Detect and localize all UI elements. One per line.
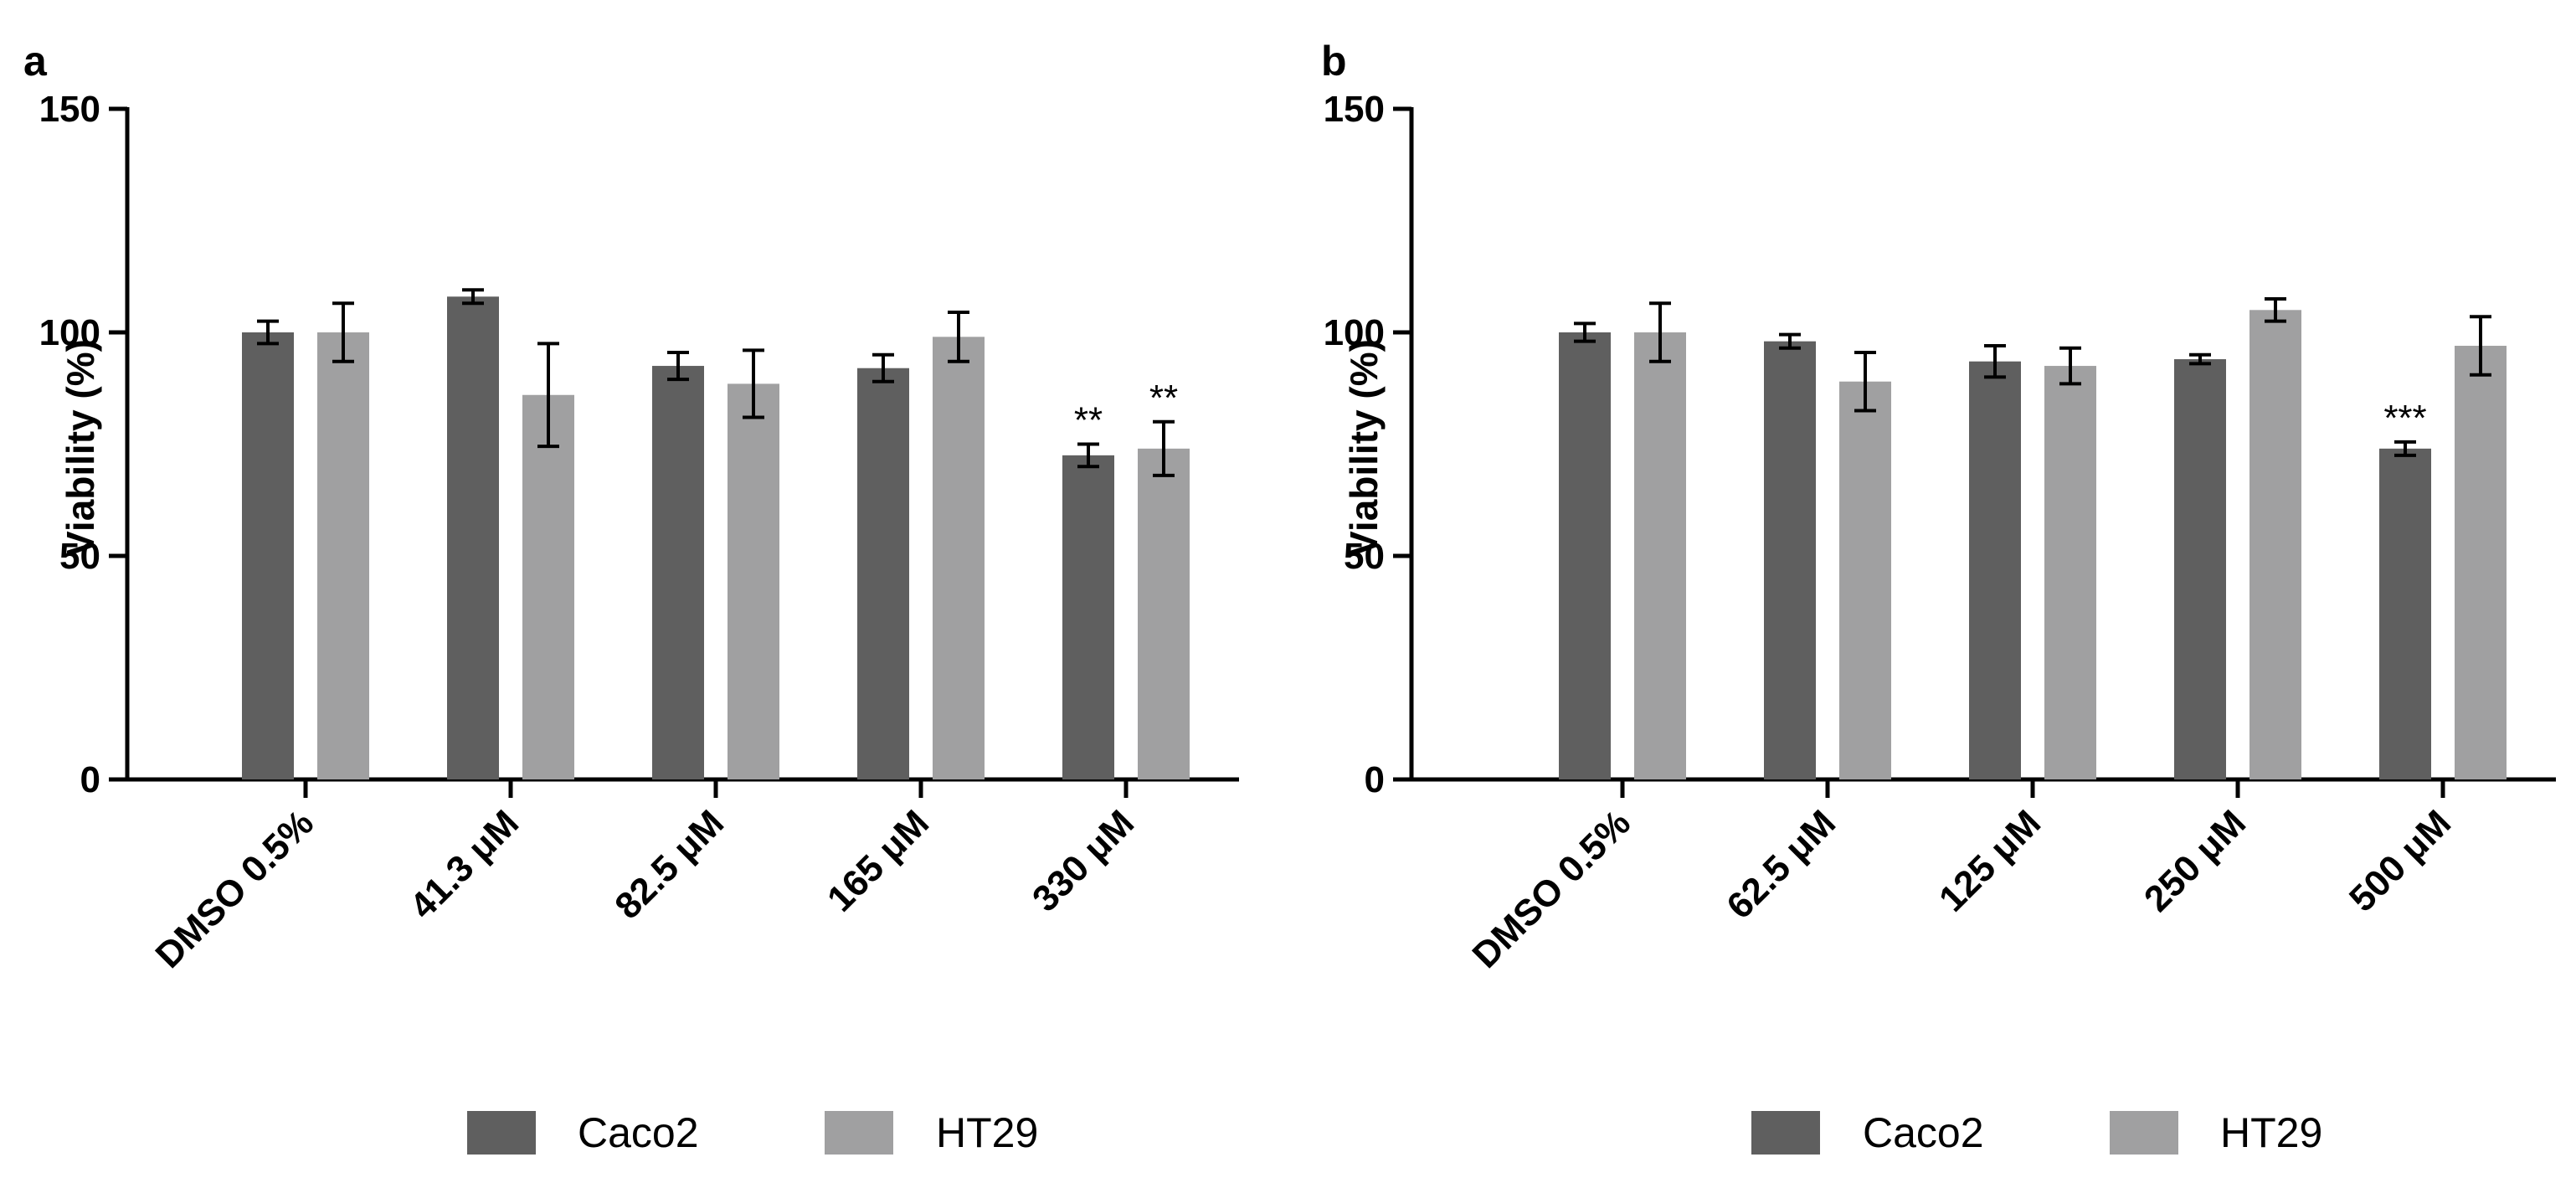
bar-ht29-250-m-b	[2250, 310, 2301, 779]
y-axis-label-a: Viability (%)	[59, 339, 102, 557]
x-tick-label-82-5-m-a: 82.5 μM	[607, 802, 732, 927]
legend-swatch-caco2-a	[467, 1111, 536, 1155]
bar-caco2-41-3-m-a	[447, 296, 499, 779]
y-tick-label-0-b: 0	[1365, 759, 1385, 800]
bar-caco2-330-m-a	[1062, 455, 1114, 779]
error-bar-ht29-62-5-m-b	[1854, 351, 1876, 413]
bar-caco2-125-m-b	[1969, 361, 2021, 779]
significance-caco2-330-m-a: **	[1074, 400, 1103, 441]
y-tick-label-0-a: 0	[80, 759, 100, 800]
error-bar-ht29-125-m-b	[2059, 346, 2081, 386]
y-tick-label-150-b: 150	[1324, 89, 1385, 130]
error-bar-ht29-dmso-0-5-a	[332, 301, 354, 363]
x-tick-label-125-m-b: 125 μM	[1931, 802, 2049, 919]
legend-swatch-caco2-b	[1751, 1111, 1820, 1155]
error-bar-ht29-82-5-m-a	[743, 348, 764, 419]
bar-caco2-250-m-b	[2174, 359, 2226, 779]
y-tick-label-100-b: 100	[1324, 312, 1385, 353]
panel-b: b Viability (%) 0 50 100 150 DMSO 0.5% 62.5 μ…	[1321, 38, 2556, 1156]
error-bar-ht29-165-m-a	[948, 310, 969, 363]
x-tick-label-dmso-0-5-a: DMSO 0.5%	[148, 802, 322, 976]
plot-area-b: 0 50 100 150 DMSO 0.5% 62.5 μM 125 μM 250 μM 500…	[1324, 89, 2556, 976]
error-bar-caco2-dmso-0-5-b	[1574, 321, 1596, 343]
error-bar-caco2-125-m-b	[1984, 344, 2006, 379]
error-bar-ht29-dmso-0-5-b	[1649, 301, 1671, 363]
error-bar-ht29-250-m-b	[2265, 296, 2286, 323]
bar-ht29-62-5-m-b	[1839, 381, 1891, 779]
x-tick-label-330-m-a: 330 μM	[1025, 802, 1142, 919]
error-bar-caco2-330-m-a	[1077, 442, 1099, 469]
bar-caco2-165-m-a	[857, 368, 909, 779]
x-tick-label-250-m-b: 250 μM	[2136, 802, 2254, 919]
legend-b: Caco2 HT29	[1751, 1109, 2322, 1156]
error-bar-ht29-500-m-b	[2470, 315, 2491, 377]
panel-a: a Viability (%) 0 50 100 150 DMSO 0.5% 41.3 μ…	[23, 38, 1239, 1156]
panel-letter-b: b	[1321, 38, 1347, 85]
y-axis-label-b: Viability (%)	[1342, 339, 1386, 557]
plot-area-a: 0 50 100 150 DMSO 0.5% 41.3 μM 82.5 μM 165 μM 33…	[39, 89, 1239, 976]
bar-ht29-165-m-a	[933, 337, 985, 780]
x-tick-label-500-m-b: 500 μM	[2342, 802, 2459, 919]
bar-caco2-500-m-b	[2379, 448, 2431, 779]
panel-letter-a: a	[23, 38, 48, 85]
bar-ht29-41-3-m-a	[522, 394, 574, 779]
legend-label-caco2-a: Caco2	[578, 1109, 699, 1156]
error-bar-caco2-82-5-m-a	[667, 351, 689, 382]
error-bar-caco2-62-5-m-b	[1779, 332, 1801, 350]
x-tick-label-dmso-0-5-b: DMSO 0.5%	[1465, 802, 1639, 976]
error-bar-caco2-dmso-0-5-a	[257, 319, 279, 346]
legend-swatch-ht29-a	[825, 1111, 893, 1155]
y-tick-label-100-a: 100	[39, 312, 100, 353]
bar-caco2-dmso-0-5-a	[242, 332, 294, 779]
error-bar-caco2-41-3-m-a	[462, 288, 484, 306]
legend-swatch-ht29-b	[2110, 1111, 2178, 1155]
bar-caco2-62-5-m-b	[1764, 341, 1816, 779]
bar-caco2-dmso-0-5-b	[1559, 332, 1611, 779]
significance-ht29-330-m-a: **	[1149, 378, 1178, 419]
bar-ht29-330-m-a	[1138, 448, 1190, 779]
legend-label-ht29-a: HT29	[936, 1109, 1038, 1156]
x-tick-label-62-5-m-b: 62.5 μM	[1719, 802, 1843, 927]
error-bar-ht29-330-m-a	[1153, 419, 1175, 477]
bar-ht29-dmso-0-5-b	[1634, 332, 1686, 779]
legend-label-ht29-b: HT29	[2220, 1109, 2322, 1156]
error-bar-ht29-41-3-m-a	[537, 342, 559, 449]
legend-a: Caco2 HT29	[467, 1109, 1038, 1156]
y-tick-label-150-a: 150	[39, 89, 100, 130]
x-tick-label-41-3-m-a: 41.3 μM	[402, 802, 527, 927]
error-bar-caco2-500-m-b	[2394, 440, 2416, 457]
significance-caco2-500-m-b: ***	[2383, 398, 2426, 439]
x-tick-label-165-m-a: 165 μM	[820, 802, 937, 919]
bar-ht29-125-m-b	[2044, 366, 2096, 779]
bar-ht29-dmso-0-5-a	[317, 332, 369, 779]
y-tick-label-50-b: 50	[1344, 536, 1385, 577]
bar-ht29-82-5-m-a	[728, 383, 779, 779]
y-tick-label-50-a: 50	[59, 536, 100, 577]
error-bar-caco2-250-m-b	[2189, 352, 2211, 366]
error-bar-caco2-165-m-a	[872, 352, 894, 383]
bar-caco2-82-5-m-a	[652, 366, 704, 779]
legend-label-caco2-b: Caco2	[1863, 1109, 1984, 1156]
bar-ht29-500-m-b	[2455, 346, 2507, 779]
